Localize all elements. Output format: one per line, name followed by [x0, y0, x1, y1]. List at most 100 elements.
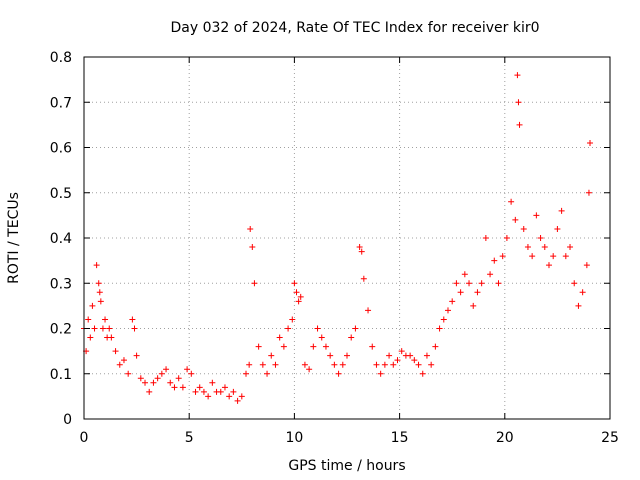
data-point	[285, 325, 292, 332]
y-tick-label: 0	[63, 412, 72, 428]
data-point	[184, 366, 191, 373]
data-point	[508, 198, 515, 205]
data-point	[449, 298, 456, 305]
axis-ticks: 0 5 10 15 20 25 0 0.1 0.2 0.3 0.4 0.5 0.6 0.7 0.8	[50, 50, 619, 446]
data-point	[377, 370, 384, 377]
data-point	[89, 302, 96, 309]
data-point	[188, 370, 195, 377]
data-point	[390, 361, 397, 368]
data-point	[131, 325, 138, 332]
data-point	[95, 280, 102, 287]
data-point	[461, 271, 468, 278]
x-tick-label: 10	[285, 430, 303, 446]
data-point	[520, 225, 527, 232]
data-point	[112, 348, 119, 355]
data-point	[167, 379, 174, 386]
data-point	[226, 393, 233, 400]
data-point	[280, 343, 287, 350]
data-point	[331, 361, 338, 368]
data-point	[394, 357, 401, 364]
data-point	[516, 121, 523, 128]
y-tick-label: 0.5	[50, 186, 72, 202]
data-point	[474, 289, 481, 296]
data-point	[524, 244, 531, 251]
data-point	[243, 370, 250, 377]
data-point	[87, 334, 94, 341]
data-point	[150, 379, 157, 386]
data-point	[276, 334, 283, 341]
data-point	[314, 325, 321, 332]
x-tick-label: 20	[496, 430, 514, 446]
data-point	[96, 289, 103, 296]
data-point	[175, 375, 182, 382]
data-point	[386, 352, 393, 359]
data-point	[457, 289, 464, 296]
data-point	[537, 235, 544, 241]
data-point	[249, 244, 256, 251]
data-point	[512, 216, 519, 223]
data-point	[432, 343, 439, 350]
data-point	[125, 370, 132, 377]
data-point	[293, 289, 300, 296]
data-point	[554, 225, 561, 232]
data-point	[428, 361, 435, 368]
data-point	[571, 280, 578, 287]
data-point	[217, 388, 224, 395]
data-point	[487, 271, 494, 278]
y-tick-label: 0.1	[50, 367, 72, 383]
data-point	[550, 253, 557, 260]
data-point	[205, 393, 212, 400]
y-axis-label: ROTI / TECUs	[6, 192, 22, 284]
data-point	[444, 307, 451, 314]
data-point	[272, 361, 279, 368]
data-point	[85, 316, 92, 323]
data-point	[209, 379, 216, 386]
data-point	[533, 212, 540, 219]
data-point	[365, 307, 372, 314]
data-point	[106, 325, 113, 332]
data-point	[93, 262, 100, 269]
data-point	[291, 280, 298, 287]
data-point	[495, 280, 502, 287]
data-point	[423, 352, 430, 359]
data-point	[234, 397, 241, 404]
data-point	[348, 334, 355, 341]
data-point	[567, 244, 574, 251]
data-point	[514, 72, 521, 79]
data-point	[137, 375, 144, 382]
data-point	[529, 253, 536, 260]
data-point	[545, 262, 552, 269]
data-point	[499, 253, 506, 260]
data-point	[369, 343, 376, 350]
data-point	[102, 316, 109, 323]
data-point	[339, 361, 346, 368]
data-point	[419, 370, 426, 377]
x-tick-label: 15	[391, 430, 409, 446]
data-point	[415, 361, 422, 368]
data-point	[558, 207, 565, 214]
data-point	[466, 280, 473, 287]
data-point	[583, 262, 590, 269]
data-point	[453, 280, 460, 287]
data-point	[301, 361, 308, 368]
x-tick-label: 5	[185, 430, 194, 446]
x-tick-label: 25	[601, 430, 619, 446]
data-point	[297, 293, 304, 300]
data-point	[154, 375, 161, 382]
data-point	[171, 384, 178, 391]
data-point	[470, 302, 477, 309]
data-point	[407, 352, 414, 359]
data-point	[259, 361, 266, 368]
data-point	[411, 357, 418, 364]
data-point	[221, 384, 228, 391]
data-point	[129, 316, 136, 323]
data-point	[230, 388, 237, 395]
data-point	[97, 298, 104, 305]
data-point	[91, 325, 98, 332]
data-point	[163, 366, 170, 373]
data-point	[335, 370, 342, 377]
data-point	[562, 253, 569, 260]
y-tick-label: 0.6	[50, 141, 72, 157]
